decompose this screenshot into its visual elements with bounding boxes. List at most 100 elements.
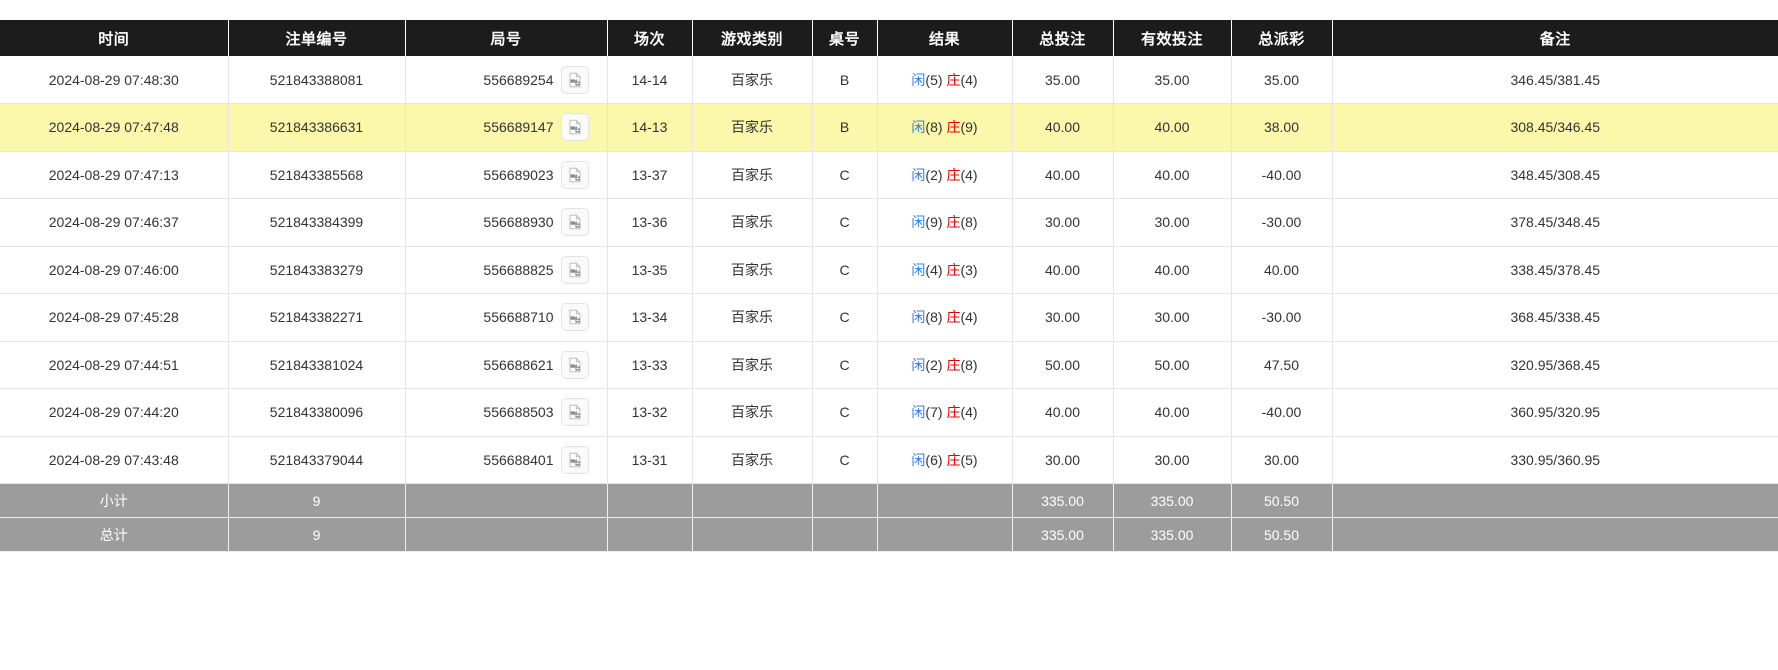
summary-remark [1332,483,1778,518]
result-banker-value: (5) [960,451,978,468]
summary-valid-bet: 335.00 [1113,483,1232,518]
cell-total-bet: 30.00 [1012,198,1114,247]
table-row[interactable]: 2024-08-29 07:46:00 521843383279 556688825… [0,246,1778,294]
cell-time: 2024-08-29 07:48:30 [0,56,229,104]
column-header-game-type[interactable]: 游戏类别 [692,20,813,56]
cell-session: 13-35 [607,246,693,294]
video-replay-icon[interactable] [560,160,589,189]
summary-count: 9 [228,517,406,552]
round-no-value: 556688621 [483,356,554,373]
cell-bet-no: 521843383279 [228,246,406,294]
result-banker-value: (3) [960,261,978,278]
cell-session: 13-36 [607,198,693,247]
table-row[interactable]: 2024-08-29 07:47:13 521843385568 556689023… [0,151,1778,199]
cell-payout: -30.00 [1231,198,1333,247]
table-row[interactable]: 2024-08-29 07:43:48 521843379044 556688401… [0,436,1778,484]
result-banker-value: (4) [960,166,978,183]
column-header-payout[interactable]: 总派彩 [1231,20,1333,56]
cell-result: 闲(5) 庄(4) [877,56,1013,104]
cell-total-bet: 40.00 [1012,246,1114,294]
summary-game-type [692,517,813,552]
cell-session: 14-14 [607,56,693,104]
result-player-value: (9) [925,214,943,231]
cell-time: 2024-08-29 07:46:00 [0,246,229,294]
column-header-round-no[interactable]: 局号 [405,20,608,56]
video-replay-icon[interactable] [560,445,589,474]
cell-result: 闲(8) 庄(9) [877,103,1013,152]
cell-valid-bet: 40.00 [1113,246,1232,294]
cell-table-no: C [812,293,878,342]
cell-payout: -30.00 [1231,293,1333,342]
result-banker-label: 庄 [946,119,961,136]
table-row[interactable]: 2024-08-29 07:46:37 521843384399 556688930… [0,198,1778,247]
summary-payout: 50.50 [1231,517,1333,552]
table-header-row: 时间 注单编号 局号 场次 游戏类别 桌号 结果 总投注 有效投注 总派彩 备注 [0,20,1778,56]
video-replay-icon[interactable] [560,65,589,94]
cell-valid-bet: 40.00 [1113,388,1232,437]
column-header-bet-no[interactable]: 注单编号 [228,20,406,56]
table-header: 时间 注单编号 局号 场次 游戏类别 桌号 结果 总投注 有效投注 总派彩 备注 [0,20,1778,56]
cell-table-no: C [812,246,878,294]
cell-session: 14-13 [607,103,693,152]
result-banker-value: (8) [960,214,978,231]
video-replay-icon[interactable] [560,208,589,237]
cell-remark: 348.45/308.45 [1332,151,1778,199]
cell-result: 闲(2) 庄(8) [877,341,1013,389]
result-player-label: 闲 [911,214,926,231]
cell-game-type: 百家乐 [692,341,813,389]
result-banker-value: (9) [960,119,978,136]
cell-bet-no: 521843381024 [228,341,406,389]
column-header-result[interactable]: 结果 [877,20,1013,56]
cell-payout: 38.00 [1231,103,1333,152]
video-replay-icon[interactable] [560,398,589,427]
cell-session: 13-37 [607,151,693,199]
table-row[interactable]: 2024-08-29 07:47:48 521843386631 556689147… [0,103,1778,152]
cell-game-type: 百家乐 [692,151,813,199]
summary-remark [1332,517,1778,552]
summary-label: 小计 [0,483,229,518]
summary-session [607,517,693,552]
cell-remark: 346.45/381.45 [1332,56,1778,104]
video-replay-icon[interactable] [560,350,589,379]
cell-time: 2024-08-29 07:45:28 [0,293,229,342]
cell-valid-bet: 30.00 [1113,436,1232,484]
column-header-time[interactable]: 时间 [0,20,229,56]
result-banker-value: (8) [960,356,978,373]
video-replay-icon[interactable] [560,255,589,284]
result-banker-label: 庄 [946,356,961,373]
table-row[interactable]: 2024-08-29 07:44:51 521843381024 556688621… [0,341,1778,389]
table-row[interactable]: 2024-08-29 07:48:30 521843388081 556689254… [0,56,1778,104]
table-row[interactable]: 2024-08-29 07:45:28 521843382271 556688710… [0,293,1778,342]
cell-table-no: C [812,151,878,199]
cell-bet-no: 521843380096 [228,388,406,437]
result-banker-label: 庄 [946,71,961,88]
summary-table-no [812,517,878,552]
column-header-valid-bet[interactable]: 有效投注 [1113,20,1232,56]
result-banker-label: 庄 [946,214,961,231]
summary-session [607,483,693,518]
round-no-value: 556688930 [483,214,554,231]
column-header-remark[interactable]: 备注 [1539,30,1571,48]
video-replay-icon[interactable] [560,303,589,332]
summary-round-no [405,483,608,518]
result-player-label: 闲 [911,356,926,373]
cell-table-no: C [812,341,878,389]
column-header-session[interactable]: 场次 [607,20,693,56]
result-banker-label: 庄 [946,309,961,326]
column-header-total-bet[interactable]: 总投注 [1012,20,1114,56]
cell-valid-bet: 30.00 [1113,293,1232,342]
table-row[interactable]: 2024-08-29 07:44:20 521843380096 556688503… [0,388,1778,437]
result-banker-label: 庄 [946,166,961,183]
cell-total-bet: 40.00 [1012,103,1114,152]
cell-result: 闲(9) 庄(8) [877,198,1013,247]
summary-result [877,483,1013,518]
cell-game-type: 百家乐 [692,103,813,152]
column-header-table-no[interactable]: 桌号 [812,20,878,56]
video-replay-icon[interactable] [560,113,589,142]
cell-time: 2024-08-29 07:43:48 [0,436,229,484]
cell-bet-no: 521843385568 [228,151,406,199]
cell-round-no: 556689147 [405,103,608,152]
cell-table-no: C [812,436,878,484]
result-banker-value: (4) [960,71,978,88]
cell-remark: 320.95/368.45 [1332,341,1778,389]
